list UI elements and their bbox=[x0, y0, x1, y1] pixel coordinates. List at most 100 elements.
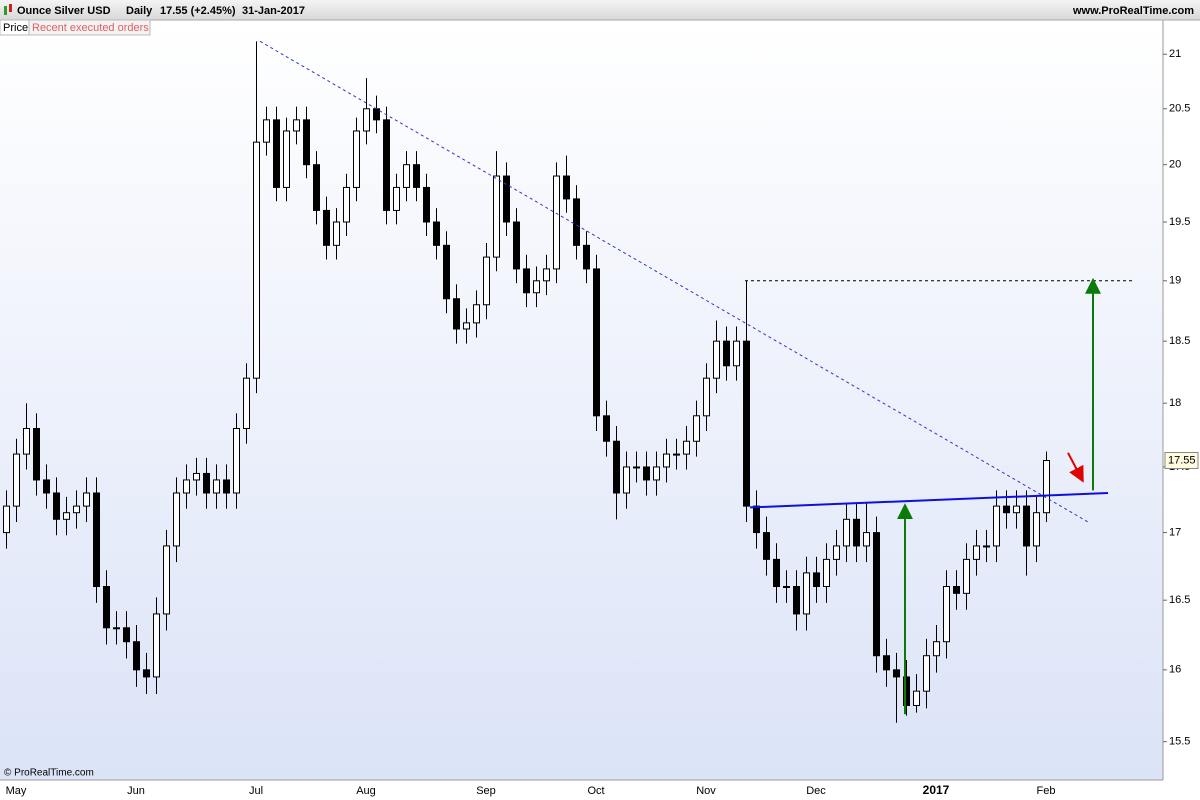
candle-body bbox=[843, 518, 850, 547]
candle-body bbox=[133, 641, 140, 671]
y-tick-label: 18.5 bbox=[1169, 335, 1190, 347]
tab[interactable] bbox=[28, 19, 151, 36]
candle-body bbox=[583, 244, 590, 270]
y-tick-label: 19 bbox=[1169, 275, 1181, 287]
candle-body bbox=[773, 558, 780, 587]
candle-body bbox=[743, 340, 750, 507]
x-tick-label: Sep bbox=[476, 785, 496, 797]
candle-body bbox=[923, 655, 930, 692]
candle-body bbox=[783, 585, 790, 588]
candle-body bbox=[603, 415, 610, 442]
candle-body bbox=[973, 545, 980, 560]
candle-body bbox=[633, 466, 640, 469]
candle-body bbox=[103, 585, 110, 629]
candle-body bbox=[643, 466, 650, 481]
candle-body bbox=[553, 175, 560, 270]
candle-body bbox=[163, 545, 170, 615]
candle-body bbox=[63, 512, 70, 520]
x-axis-background bbox=[0, 780, 1163, 800]
candle-body bbox=[1043, 460, 1050, 514]
candle-body bbox=[293, 119, 300, 132]
candle-body bbox=[493, 175, 500, 258]
header-title: Ounce Silver USD bbox=[17, 5, 111, 17]
candle-body bbox=[893, 669, 900, 678]
x-tick-label: 2017 bbox=[923, 783, 950, 797]
candle-body bbox=[53, 492, 60, 520]
candle-body bbox=[83, 492, 90, 507]
header-date: 31-Jan-2017 bbox=[242, 5, 305, 17]
candle-body bbox=[373, 108, 380, 121]
candle-body bbox=[33, 427, 40, 481]
y-tick-label: 18 bbox=[1169, 397, 1181, 409]
candle-body bbox=[353, 130, 360, 188]
tab-label[interactable]: Recent executed orders bbox=[32, 22, 149, 34]
y-tick-label: 15.5 bbox=[1169, 736, 1190, 748]
y-tick-label: 17 bbox=[1169, 526, 1181, 538]
header-icon bbox=[4, 4, 12, 15]
candle-body bbox=[283, 130, 290, 188]
candle-body bbox=[193, 472, 200, 481]
candle-body bbox=[733, 340, 740, 367]
signal-arrow bbox=[1067, 452, 1084, 483]
y-tick-label: 16.5 bbox=[1169, 594, 1190, 606]
candle-body bbox=[253, 141, 260, 379]
tab-label[interactable]: Price bbox=[3, 22, 28, 34]
candle-body bbox=[203, 472, 210, 494]
candle-body bbox=[323, 209, 330, 246]
candle-body bbox=[1023, 505, 1030, 547]
candle-body bbox=[273, 119, 280, 188]
x-tick-label: May bbox=[6, 785, 27, 797]
candle-body bbox=[443, 244, 450, 300]
candle-body bbox=[473, 304, 480, 324]
candle-body bbox=[233, 427, 240, 494]
candle-body bbox=[823, 558, 830, 587]
candle-body bbox=[813, 572, 820, 587]
footer: © ProRealTime.com bbox=[4, 768, 94, 779]
candle-body bbox=[943, 585, 950, 643]
candle-body bbox=[73, 505, 80, 514]
candle-body bbox=[453, 298, 460, 330]
candle-body bbox=[653, 466, 660, 481]
candle-body bbox=[423, 186, 430, 223]
y-tick-label: 16 bbox=[1169, 664, 1181, 676]
candle-body bbox=[573, 198, 580, 246]
candle-body bbox=[363, 108, 370, 132]
candle-body bbox=[383, 119, 390, 211]
candle-body bbox=[833, 545, 840, 560]
x-tick-label: Dec bbox=[806, 785, 826, 797]
candle-body bbox=[563, 175, 570, 200]
candle-body bbox=[333, 221, 340, 246]
candle-body bbox=[263, 119, 270, 143]
candle-body bbox=[483, 256, 490, 306]
candle-body bbox=[23, 427, 30, 455]
candle-body bbox=[903, 676, 910, 706]
candle-body bbox=[753, 505, 760, 534]
candle-body bbox=[533, 280, 540, 294]
candle-body bbox=[933, 641, 940, 657]
candle-body bbox=[663, 453, 670, 468]
y-tick-label: 20.5 bbox=[1169, 103, 1190, 115]
candle-body bbox=[313, 164, 320, 211]
candle-body bbox=[793, 585, 800, 615]
candle-body bbox=[613, 440, 620, 494]
candle-body bbox=[3, 505, 10, 534]
candle-body bbox=[953, 585, 960, 594]
axis-background bbox=[1163, 20, 1200, 800]
x-tick-label: Jul bbox=[249, 785, 263, 797]
candle-body bbox=[623, 466, 630, 494]
candle-body bbox=[433, 221, 440, 246]
candle-body bbox=[693, 415, 700, 442]
candle-body bbox=[113, 627, 120, 630]
candle-body bbox=[213, 479, 220, 494]
candle-body bbox=[683, 440, 690, 455]
candle-body bbox=[93, 492, 100, 587]
candle-body bbox=[703, 377, 710, 417]
candle-body bbox=[1033, 512, 1040, 547]
candle-body bbox=[673, 453, 680, 456]
x-tick-label: Jun bbox=[127, 785, 145, 797]
candle-body bbox=[763, 532, 770, 560]
candle-body bbox=[503, 175, 510, 223]
header-site[interactable]: www.ProRealTime.com bbox=[1072, 5, 1194, 17]
candle-body bbox=[403, 164, 410, 188]
